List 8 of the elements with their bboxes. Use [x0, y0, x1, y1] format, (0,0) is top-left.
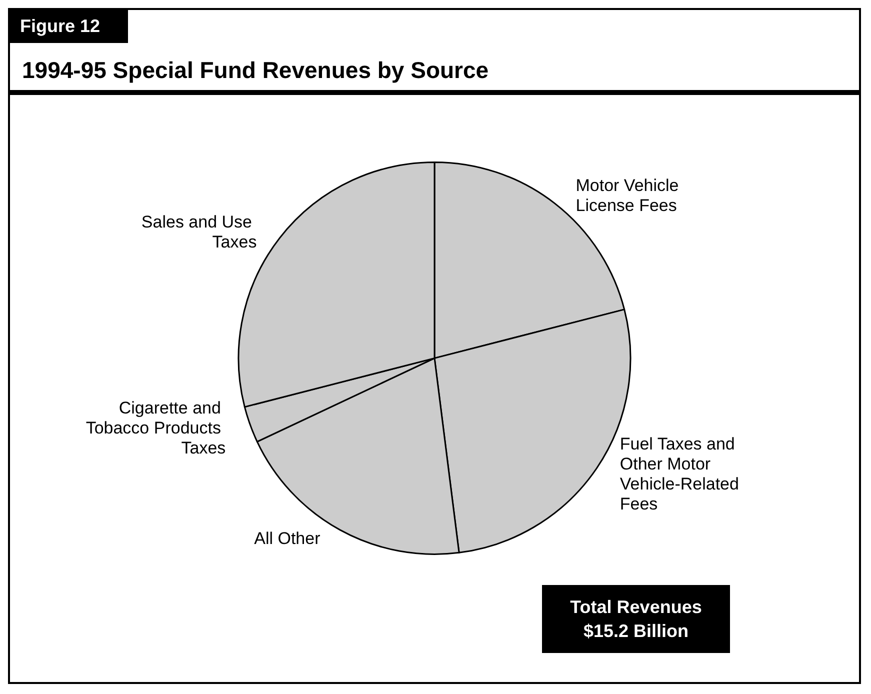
text: Total Revenues $15.2 Billion: [542, 585, 730, 653]
slice-label: All Other: [254, 529, 321, 548]
slice-label: Cigarette and Tobacco Products Taxes: [86, 398, 226, 458]
chart-title: 1994-95 Special Fund Revenues by Source: [10, 43, 859, 95]
slice-label: Fuel Taxes and Other Motor Vehicle-Related Fees: [620, 434, 744, 514]
chart-subtitle: Figure 12: [10, 10, 128, 43]
slice-label: Motor Vehicle License Fees: [576, 176, 684, 215]
slice-label: Sales and Use Taxes: [141, 212, 257, 252]
